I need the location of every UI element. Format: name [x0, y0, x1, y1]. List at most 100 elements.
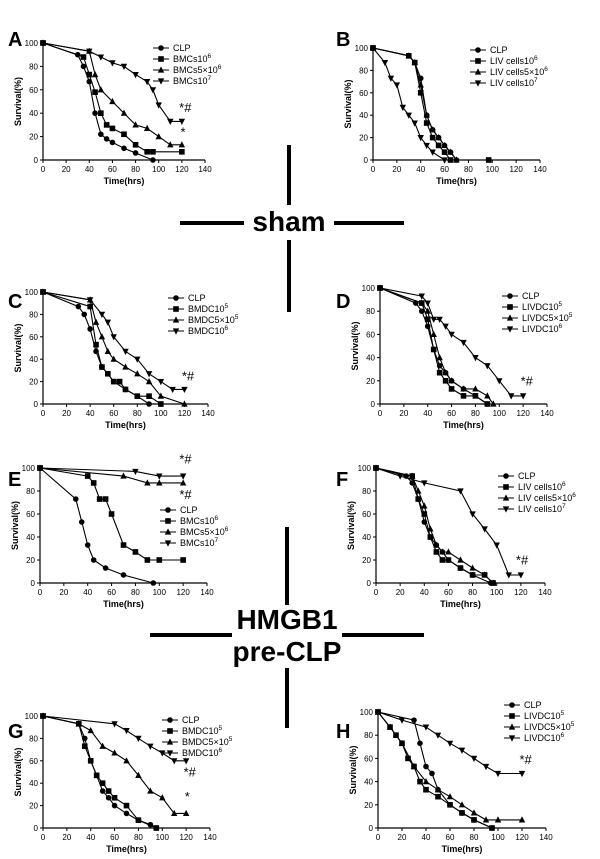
- legend-marker: [165, 518, 171, 524]
- series-4: [39, 713, 190, 765]
- legend-marker: [506, 326, 514, 333]
- x-tick-label: 100: [152, 165, 166, 174]
- x-tick-label: 100: [156, 833, 170, 842]
- data-point: [405, 52, 412, 59]
- legend-entry: LIV cells5×106: [470, 66, 548, 77]
- data-point: [111, 721, 118, 728]
- data-point: [369, 45, 377, 52]
- data-point: [81, 311, 88, 318]
- legend-entry: CLP: [160, 505, 198, 515]
- data-point: [153, 825, 160, 831]
- data-point: [104, 347, 112, 354]
- data-point: [458, 801, 466, 808]
- data-point: [424, 300, 431, 307]
- legend-label: BMCs5×106: [173, 64, 222, 75]
- series-4: [374, 709, 526, 778]
- data-point: [171, 758, 178, 765]
- data-point: [102, 496, 109, 502]
- legend-marker: [158, 56, 164, 62]
- y-tick-label: 40: [366, 354, 375, 363]
- data-point: [39, 713, 47, 720]
- y-tick-label: 100: [25, 39, 39, 48]
- significance-annotation: *#: [179, 451, 192, 466]
- data-point: [105, 370, 111, 377]
- data-point: [86, 297, 94, 304]
- data-point: [96, 496, 103, 502]
- data-point: [445, 557, 452, 563]
- legend-marker: [503, 473, 509, 479]
- data-point: [417, 778, 423, 785]
- data-point: [435, 142, 442, 149]
- data-point: [178, 141, 186, 148]
- data-point: [433, 549, 440, 555]
- x-tick-label: 20: [392, 165, 401, 174]
- x-tick-label: 60: [110, 833, 119, 842]
- series-2: [40, 713, 160, 831]
- data-point: [398, 739, 406, 746]
- data-point: [80, 54, 87, 60]
- x-tick-label: 40: [423, 409, 432, 418]
- data-point: [109, 139, 116, 146]
- legend-label: LIVDC5×105: [522, 312, 573, 323]
- legend-entry: BMCs5×106: [160, 526, 229, 537]
- legend-label: LIVDC106: [524, 732, 565, 743]
- data-point: [421, 511, 428, 517]
- data-point: [433, 541, 440, 548]
- y-tick-label: 60: [29, 757, 38, 766]
- y-tick-label: 0: [31, 579, 36, 588]
- data-point: [102, 565, 109, 571]
- data-point: [75, 303, 82, 310]
- data-point: [99, 780, 106, 786]
- significance-annotation: *#: [516, 553, 529, 568]
- panel-f: F 0 20 40 60 80 100 120 140 0 20 40 60 80 100 Time(hrs)…: [336, 464, 576, 609]
- data-point: [471, 817, 477, 823]
- data-point: [97, 86, 105, 93]
- data-point: [423, 786, 429, 793]
- y-tick-label: 0: [369, 824, 374, 833]
- legend-marker: [507, 304, 513, 310]
- data-point: [111, 802, 118, 809]
- x-tick-label: 60: [447, 409, 456, 418]
- x-tick-label: 80: [464, 165, 473, 174]
- panel-a: A 0 20 40 60 80 100 120 140 0 20 40 60 80 100 Time(hrs)…: [8, 29, 222, 186]
- data-point: [108, 511, 115, 517]
- y-tick-label: 60: [362, 510, 371, 519]
- data-point: [460, 393, 467, 399]
- series-4: [376, 285, 527, 400]
- data-point: [87, 758, 94, 764]
- legend-marker: [502, 506, 510, 513]
- legend-marker: [157, 78, 165, 85]
- series-line: [42, 291, 185, 390]
- legend-label: BMDC106: [182, 747, 223, 758]
- legend-label: CLP: [182, 715, 200, 725]
- x-tick-label: 0: [41, 833, 46, 842]
- x-tick-label: 120: [514, 588, 528, 597]
- legend-marker: [506, 314, 514, 321]
- data-point: [441, 149, 448, 155]
- x-tick-label: 80: [134, 833, 143, 842]
- data-point: [423, 142, 430, 150]
- legend-label: CLP: [180, 505, 198, 515]
- legend-label: CLP: [518, 471, 536, 481]
- x-tick-label: 0: [378, 409, 383, 418]
- data-point: [99, 788, 106, 794]
- legend-marker: [172, 328, 180, 335]
- data-point: [120, 572, 127, 578]
- legend-label: CLP: [173, 43, 191, 53]
- legend-entry: CLP: [498, 471, 536, 481]
- data-point: [87, 303, 93, 310]
- data-point: [418, 299, 425, 306]
- data-point: [484, 401, 491, 407]
- series-1: [40, 40, 156, 163]
- data-point: [469, 564, 476, 571]
- x-tick-label: 140: [201, 409, 215, 418]
- y-tick-label: 0: [34, 400, 39, 409]
- x-tick-label: 20: [62, 409, 71, 418]
- y-tick-label: 0: [367, 579, 372, 588]
- significance-annotation: *#: [179, 487, 192, 502]
- significance-annotation: *#: [519, 752, 532, 767]
- data-point: [424, 307, 431, 314]
- x-tick-label: 60: [107, 588, 116, 597]
- x-tick-label: 60: [444, 588, 453, 597]
- data-point: [472, 355, 479, 362]
